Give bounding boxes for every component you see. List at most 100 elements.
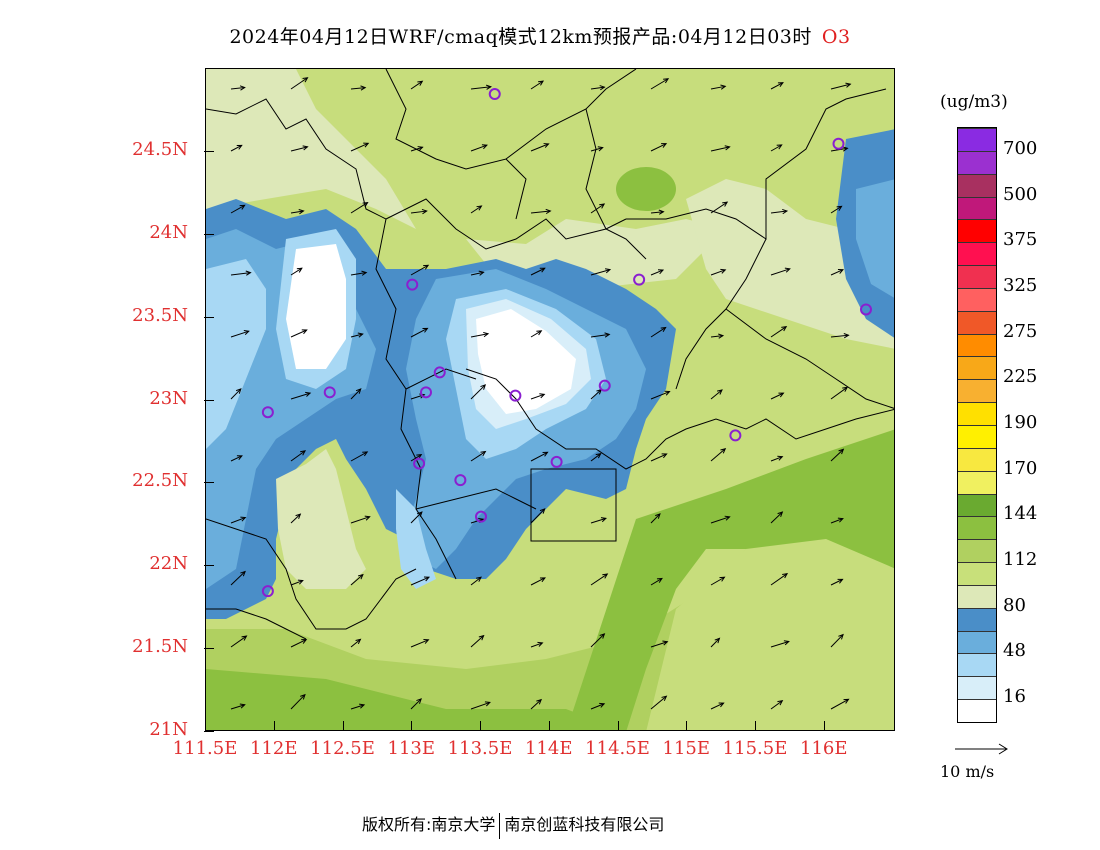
wind-arrow <box>770 511 784 524</box>
y-tick-label: 22.5N <box>132 470 188 492</box>
wind-arrow <box>230 85 246 91</box>
wind-arrow <box>830 698 850 710</box>
wind-arrow <box>230 703 246 710</box>
wind-arrow <box>470 634 485 648</box>
wind-arrow <box>650 269 665 276</box>
wind-arrow <box>590 452 602 462</box>
wind-arrow <box>230 635 248 648</box>
wind-arrow <box>770 392 785 400</box>
legend-swatch <box>958 539 996 563</box>
wind-arrow <box>470 205 483 214</box>
y-tick-mark <box>204 316 214 318</box>
wind-arrow <box>530 80 545 90</box>
wind-arrow <box>470 450 487 462</box>
wind-arrow <box>470 384 487 400</box>
wind-arrow <box>590 332 611 338</box>
legend-label: 48 <box>1003 640 1026 662</box>
legend-swatch <box>958 425 996 448</box>
pale-zone-nw <box>206 69 416 229</box>
wind-arrow <box>530 698 543 710</box>
legend-label: 225 <box>1003 366 1038 388</box>
y-tick-label: 23N <box>149 387 188 409</box>
wind-arrow <box>830 205 843 214</box>
wind-reference-label: 10 m/s <box>940 762 995 781</box>
wind-arrow <box>290 639 308 648</box>
legend-swatch <box>958 493 996 517</box>
wind-arrow <box>290 391 312 400</box>
legend-swatch <box>958 150 996 174</box>
wind-arrow <box>650 209 665 215</box>
station-marker <box>860 303 872 316</box>
white-zone-nw <box>286 244 346 369</box>
legend-label: 190 <box>1003 412 1038 433</box>
x-tick-mark <box>411 721 413 731</box>
wind-arrow <box>230 388 242 400</box>
x-tick-label: 112.5E <box>310 738 375 759</box>
legend-swatch <box>958 676 996 700</box>
wind-arrow <box>710 515 731 524</box>
wind-arrow <box>770 640 790 648</box>
station-marker <box>832 137 845 150</box>
wind-arrow <box>530 267 546 276</box>
legend-label: 112 <box>1003 549 1038 571</box>
y-tick-label: 23.5N <box>132 304 188 326</box>
legend-swatch <box>958 447 996 471</box>
wind-arrows <box>230 77 852 710</box>
wind-arrow <box>410 208 428 215</box>
blue-zone-east-inner <box>856 179 894 298</box>
wind-arrow <box>410 327 429 338</box>
wind-arrow <box>830 82 852 90</box>
wind-arrow <box>650 143 668 152</box>
wind-arrow <box>710 637 721 648</box>
y-tick-mark <box>204 648 214 650</box>
y-tick-mark <box>204 482 214 484</box>
legend-swatch <box>958 219 996 243</box>
legend-swatch <box>958 333 996 357</box>
wind-arrow <box>350 451 369 462</box>
station-marker <box>488 88 501 101</box>
wind-arrow <box>350 142 370 152</box>
y-tick-mark <box>204 731 214 732</box>
wind-arrow <box>830 333 850 339</box>
legend-swatch <box>958 470 996 494</box>
legend-swatch <box>958 653 996 677</box>
legend-label: 170 <box>1003 457 1038 479</box>
wind-arrow <box>410 80 424 90</box>
y-tick-label: 21N <box>149 719 188 740</box>
station-marker <box>475 510 487 523</box>
wind-arrow <box>290 209 305 215</box>
y-tick-mark <box>204 151 214 153</box>
legend-swatch <box>958 607 996 631</box>
wind-arrow <box>650 453 668 462</box>
legend-swatch <box>958 196 996 220</box>
legend-label: 325 <box>1003 274 1038 296</box>
wind-arrow <box>290 693 306 710</box>
white-zone-center <box>476 309 576 414</box>
sea-zone-green-sw <box>206 669 621 730</box>
wind-arrow <box>650 513 661 524</box>
y-tick-mark <box>204 565 214 567</box>
blue-zone-west-light <box>206 259 266 449</box>
wind-arrow <box>230 570 246 586</box>
x-tick-label: 113E <box>387 738 436 759</box>
copyright-company: 南京创蓝科技有限公司 <box>504 815 665 834</box>
wind-arrow <box>650 577 663 586</box>
wind-arrow <box>230 204 246 214</box>
wind-arrow <box>470 144 488 152</box>
wind-arrow <box>350 638 362 648</box>
wind-arrow <box>830 269 844 276</box>
wind-arrow <box>770 267 791 276</box>
wind-arrow <box>230 330 250 338</box>
wind-arrow <box>650 695 668 710</box>
x-tick-label: 114.5E <box>585 738 650 759</box>
x-tick-label: 113.5E <box>447 738 513 759</box>
wind-arrow <box>230 270 252 276</box>
wind-arrow <box>410 264 430 276</box>
wind-arrow <box>530 577 546 586</box>
wind-arrow <box>830 633 844 648</box>
wind-arrow <box>230 144 243 152</box>
wind-arrow <box>650 390 671 400</box>
wind-arrow <box>710 201 729 214</box>
legend-label: 16 <box>1003 686 1026 708</box>
wind-arrow <box>410 639 430 648</box>
